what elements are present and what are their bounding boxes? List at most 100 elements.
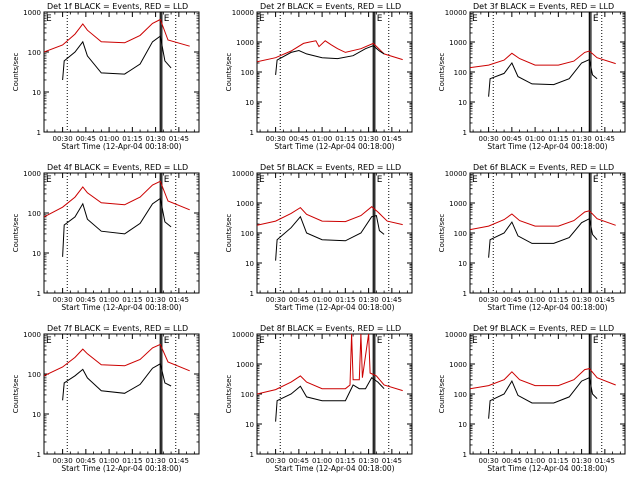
- y-tick-label: 1: [37, 451, 41, 459]
- x-tick-label: 01:15: [335, 457, 355, 465]
- x-tick-label: 01:30: [359, 296, 379, 304]
- y-tick-label: 1000: [449, 39, 467, 47]
- x-tick-label: 01:30: [146, 135, 166, 143]
- y-tick-label: 10: [32, 411, 41, 419]
- red-lld-series: [470, 368, 616, 390]
- x-tick-label: 01:00: [525, 457, 545, 465]
- x-tick-label: 01:30: [359, 135, 379, 143]
- y-tick-label: 10000: [232, 9, 254, 17]
- y-tick-label: 1: [250, 290, 254, 298]
- y-tick-label: 1000: [23, 9, 41, 17]
- panel-title: Det 7f BLACK = Events, RED = LLD: [47, 324, 188, 333]
- x-axis-label: Start Time (12-Apr-04 00:18:00): [487, 303, 607, 312]
- red-lld-series: [44, 343, 190, 377]
- y-tick-label: 100: [454, 69, 467, 77]
- x-axis-label: Start Time (12-Apr-04 00:18:00): [61, 303, 181, 312]
- x-tick-label: 00:45: [502, 135, 522, 143]
- y-tick-label: 10000: [232, 331, 254, 339]
- y-tick-label: 1: [37, 129, 41, 137]
- y-tick-label: 10000: [232, 170, 254, 178]
- black-events-series: [488, 376, 598, 419]
- x-tick-label: 00:30: [479, 457, 499, 465]
- x-tick-label: 00:45: [502, 457, 522, 465]
- event-marker-label: E: [593, 175, 599, 185]
- panel-title: Det 6f BLACK = Events, RED = LLD: [473, 163, 614, 172]
- x-tick-label: 00:45: [76, 135, 96, 143]
- y-axis-label: Counts/sec: [12, 375, 20, 414]
- x-tick-label: 01:45: [595, 296, 615, 304]
- event-marker-label: E: [472, 175, 478, 185]
- y-tick-label: 1000: [236, 200, 254, 208]
- y-tick-label: 10: [458, 260, 467, 268]
- y-tick-label: 100: [241, 391, 254, 399]
- y-axis-label: Counts/sec: [225, 214, 233, 253]
- x-tick-label: 01:30: [572, 457, 592, 465]
- x-tick-label: 01:00: [99, 296, 119, 304]
- x-axis-label: Start Time (12-Apr-04 00:18:00): [274, 464, 394, 473]
- x-axis-label: Start Time (12-Apr-04 00:18:00): [487, 464, 607, 473]
- x-tick-label: 01:00: [525, 135, 545, 143]
- black-events-series: [62, 197, 172, 257]
- event-marker-label: E: [259, 336, 265, 346]
- y-tick-label: 1000: [449, 200, 467, 208]
- x-tick-label: 01:45: [382, 296, 402, 304]
- event-marker-label: E: [472, 336, 478, 346]
- event-marker-label: E: [259, 14, 265, 24]
- y-tick-label: 10: [32, 89, 41, 97]
- red-lld-series: [257, 334, 403, 395]
- x-tick-label: 00:45: [289, 135, 309, 143]
- y-axis-label: Counts/sec: [225, 53, 233, 92]
- red-lld-series: [470, 50, 616, 69]
- x-tick-label: 00:45: [502, 296, 522, 304]
- black-events-series: [488, 217, 598, 258]
- y-tick-label: 10: [458, 421, 467, 429]
- y-tick-label: 1000: [449, 361, 467, 369]
- y-tick-label: 1: [463, 129, 467, 137]
- x-tick-label: 01:15: [548, 135, 568, 143]
- x-tick-label: 00:30: [479, 135, 499, 143]
- y-tick-label: 1: [463, 290, 467, 298]
- red-lld-series: [257, 206, 403, 226]
- x-tick-label: 01:00: [312, 135, 332, 143]
- x-tick-label: 01:30: [359, 457, 379, 465]
- y-tick-label: 1: [250, 451, 254, 459]
- y-tick-label: 10: [32, 250, 41, 258]
- y-axis-label: Counts/sec: [438, 375, 446, 414]
- x-tick-label: 01:15: [122, 296, 142, 304]
- y-tick-label: 1000: [23, 170, 41, 178]
- y-tick-label: 10: [245, 260, 254, 268]
- detector-panel-1: Det 1f BLACK = Events, RED = LLD Counts/s…: [12, 2, 200, 151]
- y-tick-label: 1000: [236, 39, 254, 47]
- x-tick-label: 00:45: [76, 296, 96, 304]
- x-tick-label: 00:30: [53, 457, 73, 465]
- axes-frame: [43, 11, 200, 133]
- x-tick-label: 01:15: [122, 457, 142, 465]
- black-events-series: [62, 363, 172, 401]
- x-tick-label: 00:30: [53, 135, 73, 143]
- x-tick-label: 01:45: [169, 296, 189, 304]
- event-marker-label: E: [377, 336, 383, 346]
- event-marker-label: E: [46, 175, 52, 185]
- x-tick-label: 00:45: [289, 296, 309, 304]
- detector-panel-7: Det 7f BLACK = Events, RED = LLD Counts/s…: [12, 324, 200, 473]
- y-tick-label: 1000: [236, 361, 254, 369]
- y-tick-label: 1: [250, 129, 254, 137]
- y-axis-label: Counts/sec: [438, 53, 446, 92]
- event-marker-label: E: [472, 14, 478, 24]
- panel-title: Det 3f BLACK = Events, RED = LLD: [473, 2, 614, 11]
- panel-title: Det 8f BLACK = Events, RED = LLD: [260, 324, 401, 333]
- x-tick-label: 01:00: [312, 457, 332, 465]
- detector-panel-8: Det 8f BLACK = Events, RED = LLD Counts/s…: [225, 324, 413, 473]
- panel-title: Det 1f BLACK = Events, RED = LLD: [47, 2, 188, 11]
- red-lld-series: [470, 210, 616, 231]
- event-marker-label: E: [46, 14, 52, 24]
- x-tick-label: 01:45: [382, 135, 402, 143]
- event-marker-label: E: [377, 175, 383, 185]
- event-marker-label: E: [164, 336, 170, 346]
- y-axis-label: Counts/sec: [12, 214, 20, 253]
- y-tick-label: 10000: [445, 331, 467, 339]
- x-tick-label: 01:45: [382, 457, 402, 465]
- detector-panel-3: Det 3f BLACK = Events, RED = LLD Counts/s…: [438, 2, 626, 151]
- x-tick-label: 00:30: [266, 135, 286, 143]
- y-axis-label: Counts/sec: [12, 53, 20, 92]
